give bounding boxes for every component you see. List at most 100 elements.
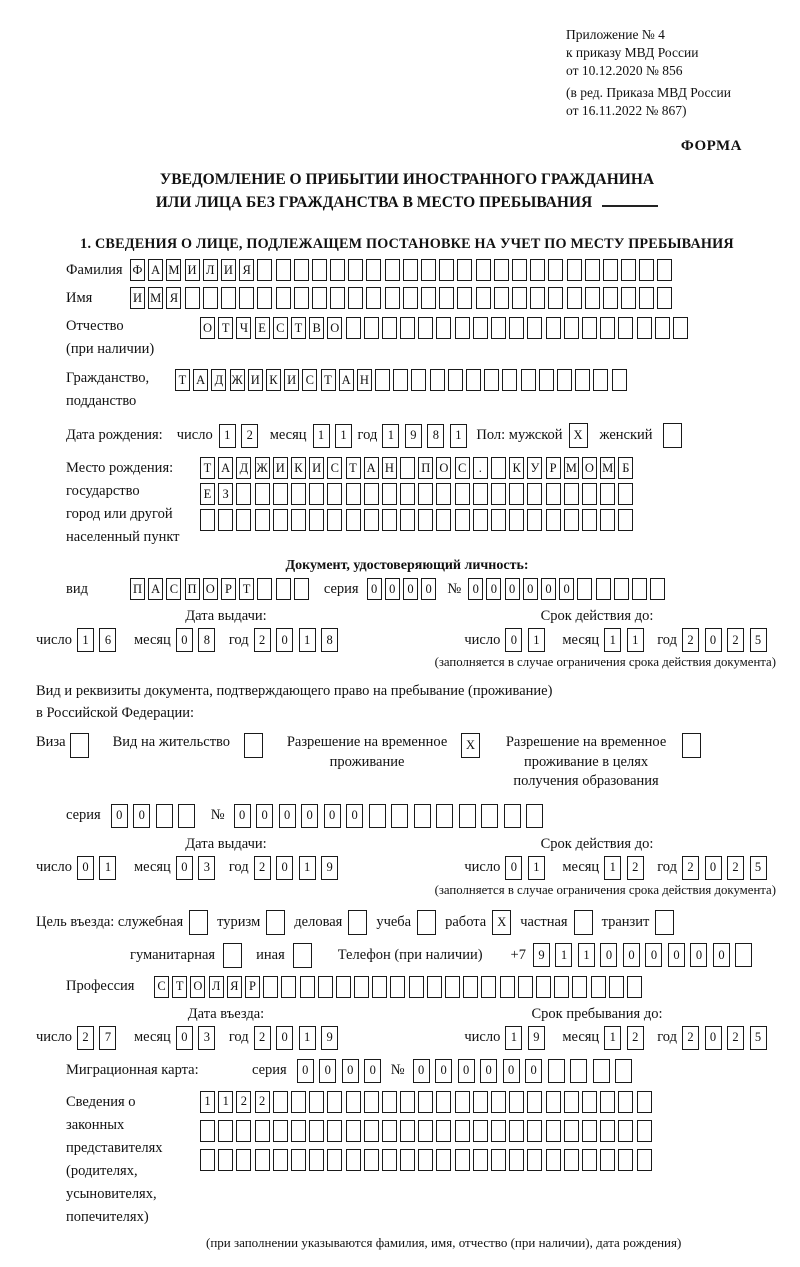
char-cell[interactable]: 0 (704, 855, 722, 880)
char-cell[interactable]: О (190, 975, 206, 998)
char-cell[interactable] (257, 287, 273, 309)
char-cell[interactable] (636, 1119, 652, 1142)
char-cell[interactable]: М (166, 259, 182, 281)
char-cell[interactable] (400, 317, 416, 339)
private-checkbox[interactable] (573, 909, 593, 935)
char-cell[interactable] (618, 1119, 634, 1142)
char-cell[interactable]: 0 (525, 1058, 543, 1083)
char-cell[interactable] (491, 509, 506, 531)
char-cell[interactable]: 2 (682, 855, 699, 880)
char-cell[interactable] (299, 975, 315, 998)
char-cell[interactable] (290, 1148, 306, 1171)
char-cell[interactable]: К (509, 457, 525, 479)
char-cell[interactable]: 5 (749, 628, 767, 652)
char-cell[interactable]: 0 (505, 628, 523, 652)
char-cell[interactable] (184, 287, 200, 309)
char-cell[interactable] (317, 975, 333, 998)
char-cell[interactable] (590, 975, 606, 998)
char-cell[interactable]: 2 (626, 1025, 644, 1050)
char-cell[interactable] (563, 317, 579, 339)
char-cell[interactable] (463, 975, 479, 998)
char-cell[interactable] (391, 803, 409, 828)
char-cell[interactable] (581, 483, 597, 505)
char-cell[interactable] (639, 287, 655, 309)
representatives-input-2[interactable] (200, 1119, 655, 1142)
char-cell[interactable] (418, 317, 434, 339)
char-cell[interactable] (418, 483, 434, 505)
char-cell[interactable]: О (202, 578, 218, 600)
char-cell[interactable] (491, 1119, 506, 1142)
char-cell[interactable]: Т (290, 317, 306, 339)
char-cell[interactable]: А (193, 369, 209, 391)
char-cell[interactable] (682, 732, 702, 758)
char-cell[interactable]: Т (345, 457, 361, 479)
char-cell[interactable] (545, 509, 561, 531)
char-cell[interactable] (381, 317, 397, 339)
char-cell[interactable] (491, 483, 506, 505)
char-cell[interactable]: 2 (254, 1090, 270, 1113)
char-cell[interactable] (236, 509, 252, 531)
char-cell[interactable]: Т (200, 457, 215, 479)
char-cell[interactable]: 0 (486, 578, 502, 600)
official-checkbox[interactable] (189, 909, 209, 935)
char-cell[interactable] (436, 1090, 452, 1113)
char-cell[interactable]: О (327, 317, 343, 339)
char-cell[interactable]: С (454, 457, 470, 479)
char-cell[interactable]: Ч (236, 317, 252, 339)
char-cell[interactable] (381, 509, 397, 531)
char-cell[interactable] (545, 483, 561, 505)
char-cell[interactable] (330, 287, 346, 309)
char-cell[interactable]: Р (545, 457, 561, 479)
char-cell[interactable] (366, 287, 382, 309)
char-cell[interactable] (390, 975, 406, 998)
char-cell[interactable]: 1 (76, 628, 94, 652)
birth-place-input-3[interactable] (200, 509, 637, 531)
char-cell[interactable]: Е (200, 483, 215, 505)
char-cell[interactable] (330, 259, 346, 281)
char-cell[interactable]: 0 (256, 803, 274, 828)
char-cell[interactable] (454, 509, 470, 531)
char-cell[interactable] (573, 909, 593, 935)
char-cell[interactable]: 0 (175, 1025, 193, 1050)
char-cell[interactable]: Л (208, 975, 224, 998)
char-cell[interactable]: 9 (321, 1025, 339, 1050)
char-cell[interactable] (554, 975, 570, 998)
char-cell[interactable] (309, 1090, 325, 1113)
char-cell[interactable]: 7 (99, 1025, 117, 1050)
char-cell[interactable] (418, 1148, 434, 1171)
char-cell[interactable]: В (309, 317, 325, 339)
char-cell[interactable] (509, 317, 525, 339)
char-cell[interactable] (400, 1119, 416, 1142)
char-cell[interactable] (236, 1148, 252, 1171)
char-cell[interactable]: И (184, 259, 200, 281)
char-cell[interactable] (545, 1119, 561, 1142)
char-cell[interactable] (657, 259, 673, 281)
char-cell[interactable] (254, 1119, 270, 1142)
char-cell[interactable] (381, 483, 397, 505)
char-cell[interactable] (418, 509, 434, 531)
char-cell[interactable]: И (309, 457, 325, 479)
char-cell[interactable] (218, 509, 234, 531)
char-cell[interactable] (618, 509, 634, 531)
char-cell[interactable]: Я (226, 975, 242, 998)
char-cell[interactable] (272, 509, 288, 531)
char-cell[interactable]: Т (218, 317, 234, 339)
char-cell[interactable] (581, 1119, 597, 1142)
char-cell[interactable]: X (568, 423, 588, 448)
char-cell[interactable]: 0 (364, 1058, 382, 1083)
char-cell[interactable]: 2 (236, 1090, 252, 1113)
char-cell[interactable]: Т (172, 975, 188, 998)
char-cell[interactable] (402, 259, 418, 281)
char-cell[interactable] (257, 259, 273, 281)
char-cell[interactable]: 2 (241, 423, 259, 448)
char-cell[interactable]: 3 (198, 855, 216, 880)
char-cell[interactable]: Т (320, 369, 336, 391)
char-cell[interactable]: К (290, 457, 306, 479)
